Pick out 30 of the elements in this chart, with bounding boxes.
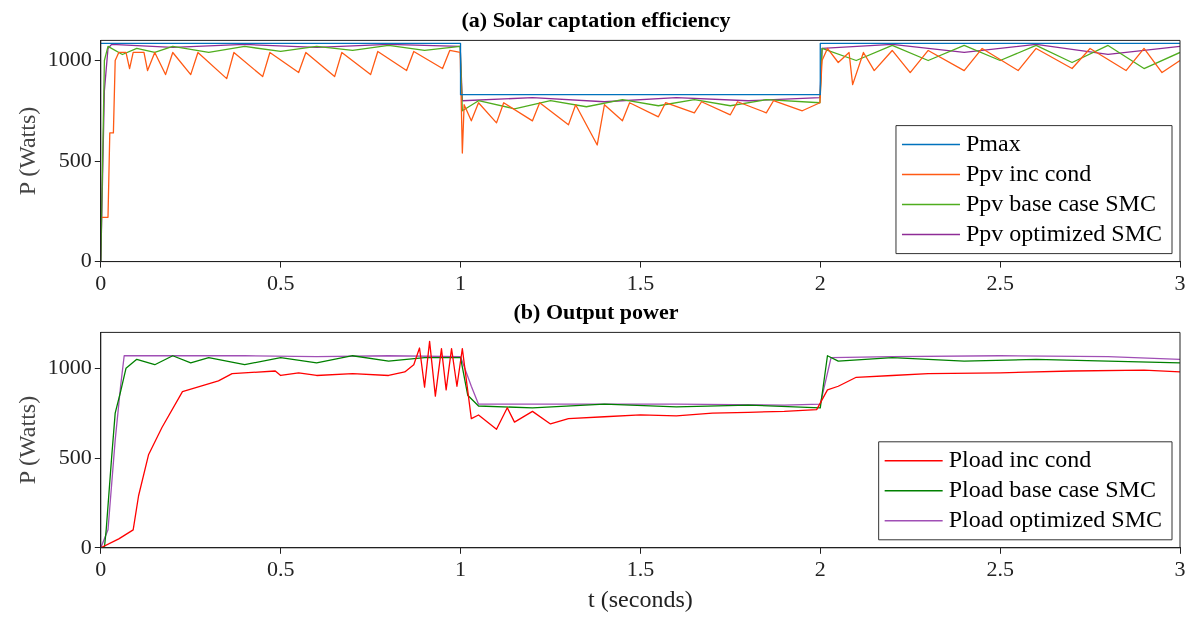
y-tick-label: 1000 <box>47 354 92 380</box>
x-tick-label: 3 <box>1174 555 1186 581</box>
x-axis-title: t (seconds) <box>588 585 693 612</box>
legend-label: Pload base case SMC <box>948 476 1156 503</box>
x-tick-label: 1 <box>455 555 467 581</box>
y-axis-title: P (Watts) <box>13 106 40 196</box>
legend-label: Pload inc cond <box>948 446 1092 473</box>
legend-label: Pload optimized SMC <box>948 506 1162 533</box>
x-tick-label: 2 <box>814 269 826 295</box>
x-tick-label: 2 <box>814 555 826 581</box>
y-tick-label: 1000 <box>47 46 92 72</box>
y-tick-label: 0 <box>80 533 92 559</box>
y-tick-label: 500 <box>58 146 92 172</box>
x-tick-label: 1.5 <box>626 555 655 581</box>
x-tick-label: 0.5 <box>266 269 295 295</box>
x-tick-label: 0.5 <box>266 555 295 581</box>
x-tick-label: 2.5 <box>986 555 1014 581</box>
chart-title: (a) Solar captation efficiency <box>461 6 731 32</box>
y-axis-title: P (Watts) <box>13 395 40 485</box>
y-tick-label: 0 <box>80 247 92 273</box>
chart-title: (b) Output power <box>513 298 679 324</box>
legend-label: Pmax <box>965 129 1021 156</box>
x-tick-label: 1.5 <box>626 269 655 295</box>
y-tick-label: 500 <box>58 443 92 469</box>
x-tick-label: 3 <box>1174 269 1186 295</box>
x-tick-label: 1 <box>455 269 467 295</box>
legend-label: Ppv optimized SMC <box>965 219 1163 246</box>
legend-label: Ppv base case SMC <box>965 189 1156 216</box>
legend-label: Ppv inc cond <box>965 159 1092 186</box>
x-tick-label: 2.5 <box>986 269 1014 295</box>
